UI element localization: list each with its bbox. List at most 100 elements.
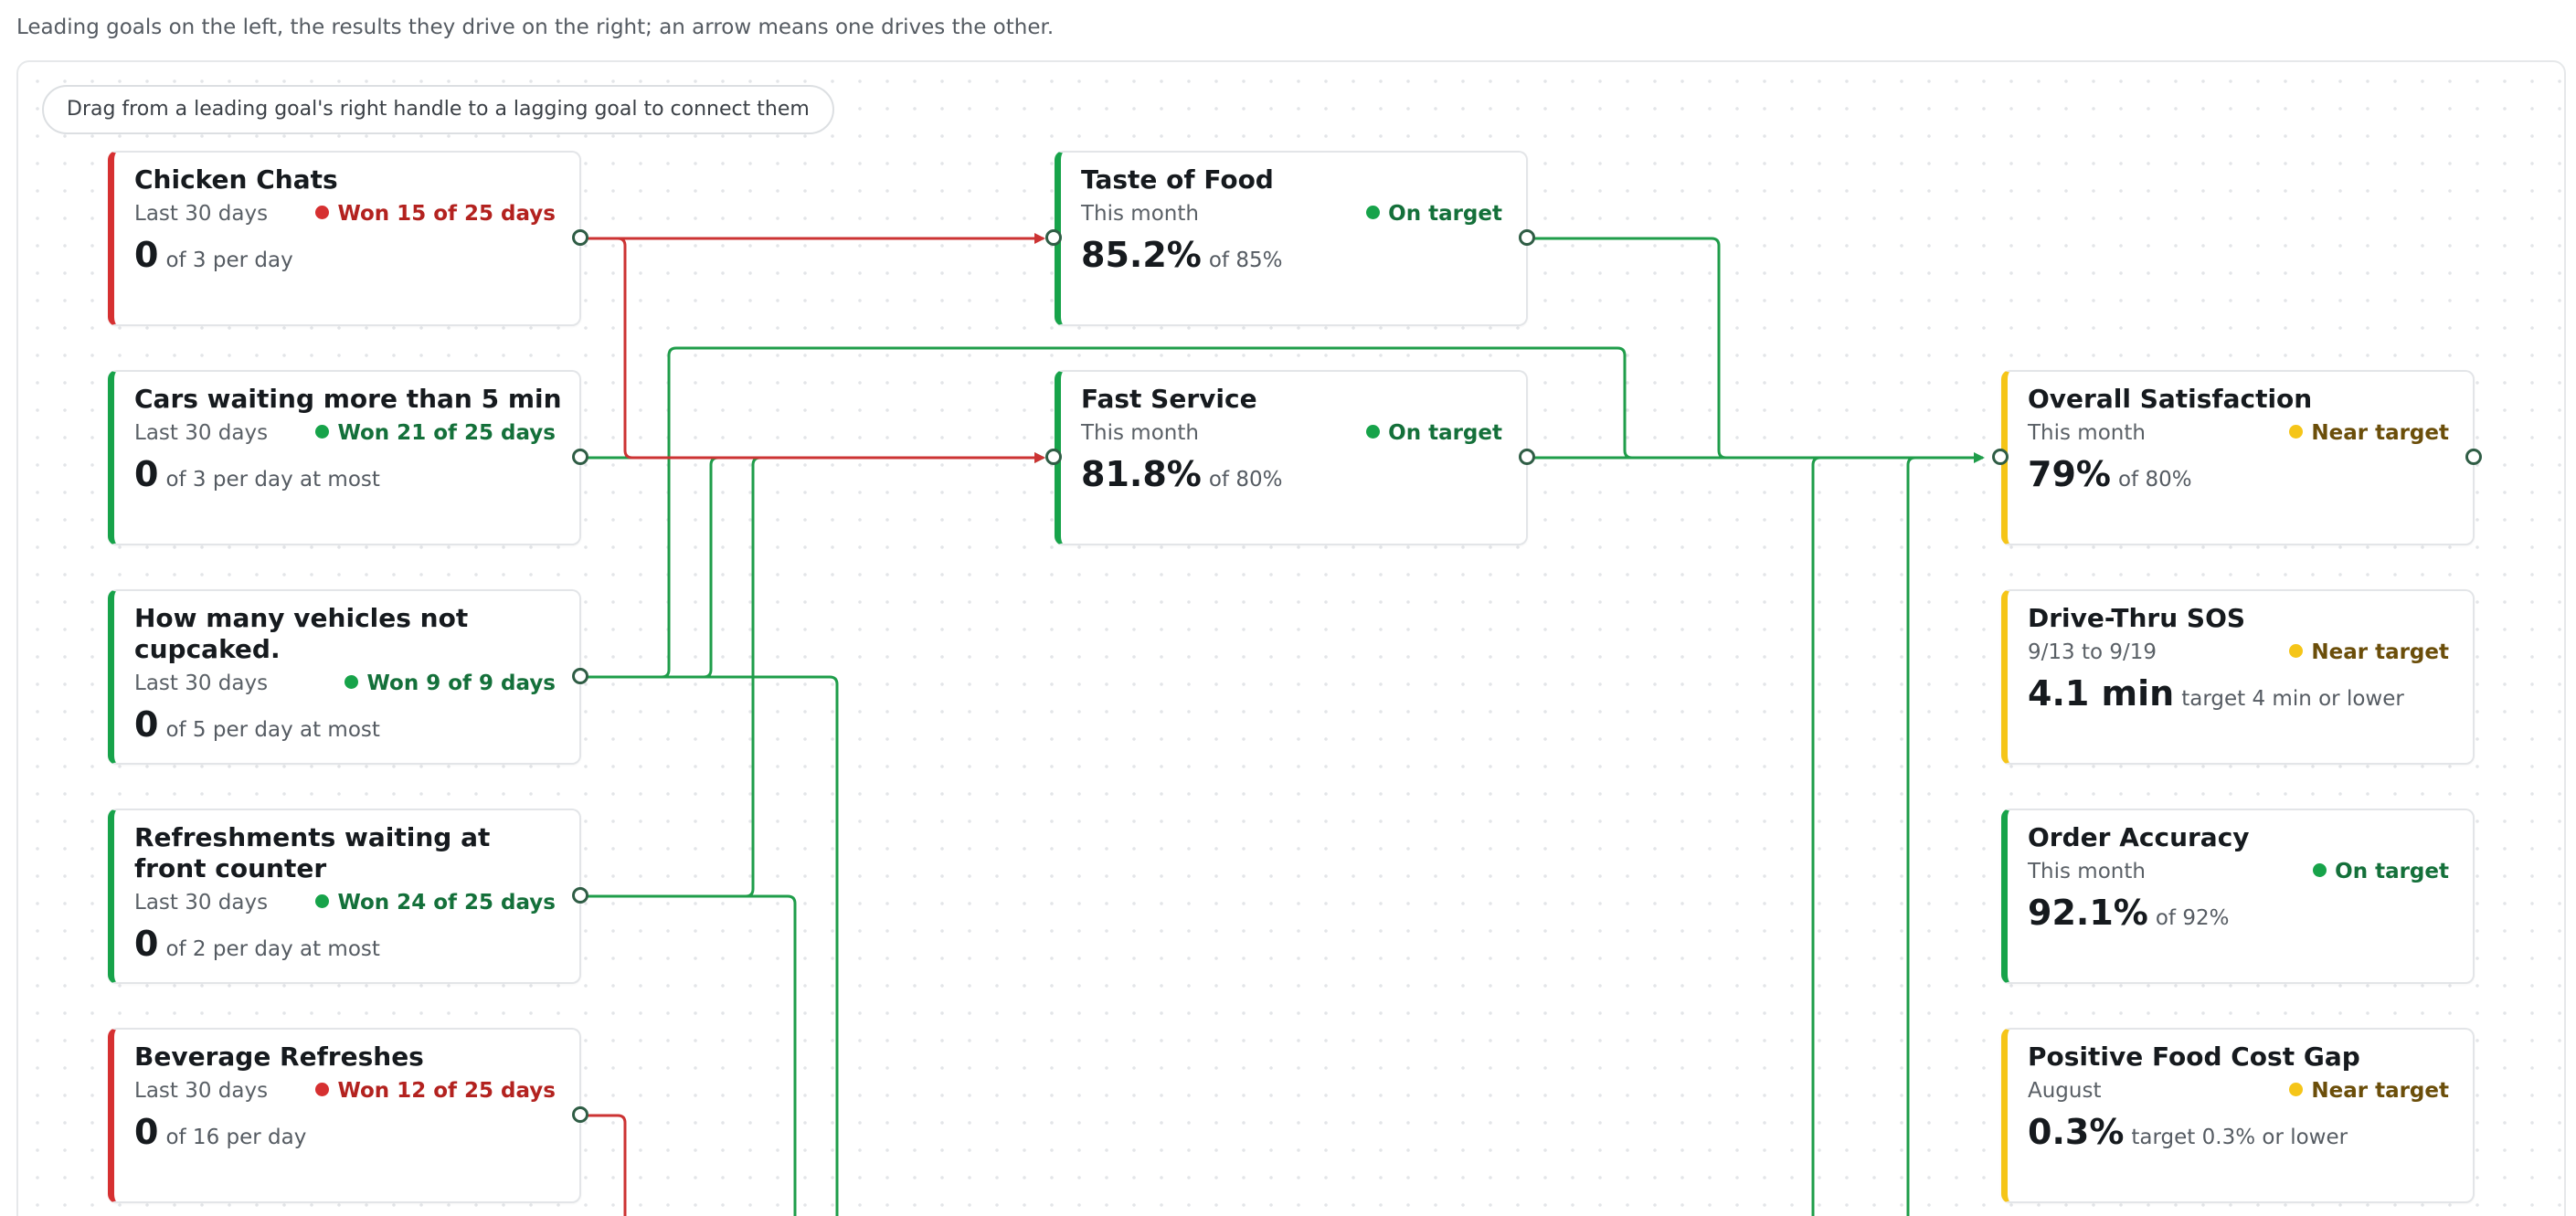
- status-text: Near target: [2311, 640, 2449, 664]
- status-badge: Near target: [2289, 1079, 2449, 1103]
- goal-value-row: 79% of 80%: [2028, 454, 2192, 494]
- goal-period: Last 30 days: [134, 421, 269, 445]
- status-dot-icon: [1366, 206, 1381, 219]
- status-badge: Won 21 of 25 days: [315, 421, 556, 445]
- goal-period: Last 30 days: [134, 671, 269, 695]
- connection-handle-right[interactable]: [572, 449, 588, 465]
- goal-target: of 80%: [1208, 468, 1283, 492]
- status-badge: On target: [1366, 202, 1502, 226]
- goal-value: 0.3%: [2028, 1112, 2125, 1152]
- status-dot-icon: [1366, 425, 1381, 439]
- goal-target: of 92%: [2155, 906, 2230, 930]
- leading-goal-card[interactable]: How many vehicles not cupcaked. Last 30 d…: [108, 589, 581, 765]
- status-text: On target: [1388, 421, 1502, 445]
- goal-value-row: 0 of 3 per day at most: [134, 454, 380, 494]
- goal-value: 0: [134, 235, 159, 275]
- status-badge: Near target: [2289, 421, 2449, 445]
- goal-title: Refreshments waiting at front counter: [134, 822, 491, 883]
- status-dot-icon: [315, 894, 330, 908]
- connector-lower-2-to-overall-satisfaction: [1906, 456, 1983, 1216]
- connector-refreshments-down: [581, 894, 797, 1216]
- goal-title: Fast Service: [1081, 384, 1257, 414]
- status-text: On target: [2335, 860, 2449, 883]
- status-badge: Won 15 of 25 days: [315, 202, 556, 226]
- goal-value-row: 4.1 min target 4 min or lower: [2028, 673, 2404, 714]
- goal-period: August: [2028, 1079, 2102, 1103]
- connector-beverage-down: [581, 1114, 627, 1216]
- status-dot-icon: [345, 675, 359, 689]
- connector-vehicles-down: [581, 675, 839, 1216]
- connect-hint: Drag from a leading goal's right handle …: [42, 85, 834, 134]
- goal-value-row: 0 of 2 per day at most: [134, 924, 380, 964]
- status-text: Won 21 of 25 days: [337, 421, 556, 445]
- goal-value: 0: [134, 924, 159, 964]
- goal-period: Last 30 days: [134, 891, 269, 915]
- leading-goal-card[interactable]: Chicken Chats Last 30 days Won 15 of 25 da…: [108, 151, 581, 326]
- goal-target: target 0.3% or lower: [2131, 1126, 2348, 1149]
- goal-map-canvas[interactable]: Drag from a leading goal's right handle …: [16, 60, 2566, 1216]
- status-badge: Won 24 of 25 days: [315, 891, 556, 915]
- page-description: Leading goals on the left, the results t…: [16, 16, 1055, 39]
- connection-layer: [581, 233, 1985, 1216]
- status-text: Near target: [2311, 1079, 2449, 1103]
- status-text: Won 9 of 9 days: [366, 671, 556, 695]
- connection-handle-right[interactable]: [572, 1106, 588, 1123]
- goal-value: 0: [134, 1112, 159, 1152]
- connection-handle-left[interactable]: [1045, 449, 1062, 465]
- goal-target: of 85%: [1208, 248, 1283, 272]
- goal-period: This month: [2028, 860, 2146, 883]
- status-badge: Won 9 of 9 days: [345, 671, 556, 695]
- connector-chicken-chats-to-fast-service: [581, 237, 1045, 463]
- status-badge: Won 12 of 25 days: [315, 1079, 556, 1103]
- goal-target: of 16 per day: [165, 1126, 307, 1149]
- goal-title: Taste of Food: [1081, 164, 1274, 195]
- connector-vehicles-to-fast-service: [581, 456, 1044, 679]
- lagging-goal-card[interactable]: Order Accuracy This month On target 92.1% of…: [2001, 809, 2475, 984]
- goal-value-row: 0.3% target 0.3% or lower: [2028, 1112, 2348, 1152]
- goal-value: 79%: [2028, 454, 2111, 494]
- connection-handle-right[interactable]: [572, 229, 588, 246]
- goal-title: Order Accuracy: [2028, 822, 2250, 852]
- middle-goal-card[interactable]: Taste of Food This month On target 85.2% of …: [1055, 151, 1528, 326]
- goal-period: Last 30 days: [134, 1079, 269, 1103]
- goal-period: Last 30 days: [134, 202, 269, 226]
- goal-value: 0: [134, 704, 159, 745]
- connection-handle-left[interactable]: [1992, 449, 2009, 465]
- status-dot-icon: [315, 206, 330, 219]
- goal-title: Chicken Chats: [134, 164, 338, 195]
- goal-target: of 3 per day: [165, 248, 293, 272]
- leading-goal-card[interactable]: Refreshments waiting at front counter Las…: [108, 809, 581, 984]
- connection-handle-right[interactable]: [1519, 449, 1535, 465]
- status-badge: On target: [1366, 421, 1502, 445]
- connection-handle-right[interactable]: [1519, 229, 1535, 246]
- connection-handle-right[interactable]: [572, 887, 588, 904]
- goal-title: How many vehicles not cupcaked.: [134, 603, 469, 664]
- status-dot-icon: [2289, 1083, 2304, 1096]
- status-dot-icon: [315, 425, 330, 439]
- goal-value-row: 92.1% of 92%: [2028, 893, 2229, 933]
- goal-target: target 4 min or lower: [2181, 687, 2404, 711]
- goal-value: 0: [134, 454, 159, 494]
- leading-goal-card[interactable]: Cars waiting more than 5 min Last 30 days…: [108, 370, 581, 545]
- status-badge: Near target: [2289, 640, 2449, 664]
- lagging-goal-card[interactable]: Positive Food Cost Gap August Near target 0…: [2001, 1028, 2475, 1203]
- goal-target: of 80%: [2117, 468, 2192, 492]
- goal-target: of 3 per day at most: [165, 468, 380, 492]
- goal-title: Drive-Thru SOS: [2028, 603, 2246, 633]
- leading-goal-card[interactable]: Beverage Refreshes Last 30 days Won 12 of …: [108, 1028, 581, 1203]
- status-dot-icon: [2313, 863, 2327, 877]
- lagging-goal-card[interactable]: Drive-Thru SOS 9/13 to 9/19 Near target 4.1…: [2001, 589, 2475, 765]
- goal-period: 9/13 to 9/19: [2028, 640, 2157, 664]
- lagging-goal-card[interactable]: Overall Satisfaction This month Near targe…: [2001, 370, 2475, 545]
- connection-handle-right[interactable]: [2465, 449, 2482, 465]
- goal-value: 81.8%: [1081, 454, 1202, 494]
- goal-period: This month: [1081, 421, 1199, 445]
- status-badge: On target: [2313, 860, 2449, 883]
- connection-handle-left[interactable]: [1045, 229, 1062, 246]
- goal-title: Beverage Refreshes: [134, 1042, 424, 1072]
- connector-lower-1-to-overall-satisfaction: [1811, 456, 1983, 1216]
- goal-target: of 2 per day at most: [165, 937, 380, 961]
- goal-value: 92.1%: [2028, 893, 2148, 933]
- connection-handle-right[interactable]: [572, 668, 588, 684]
- middle-goal-card[interactable]: Fast Service This month On target 81.8% of 8…: [1055, 370, 1528, 545]
